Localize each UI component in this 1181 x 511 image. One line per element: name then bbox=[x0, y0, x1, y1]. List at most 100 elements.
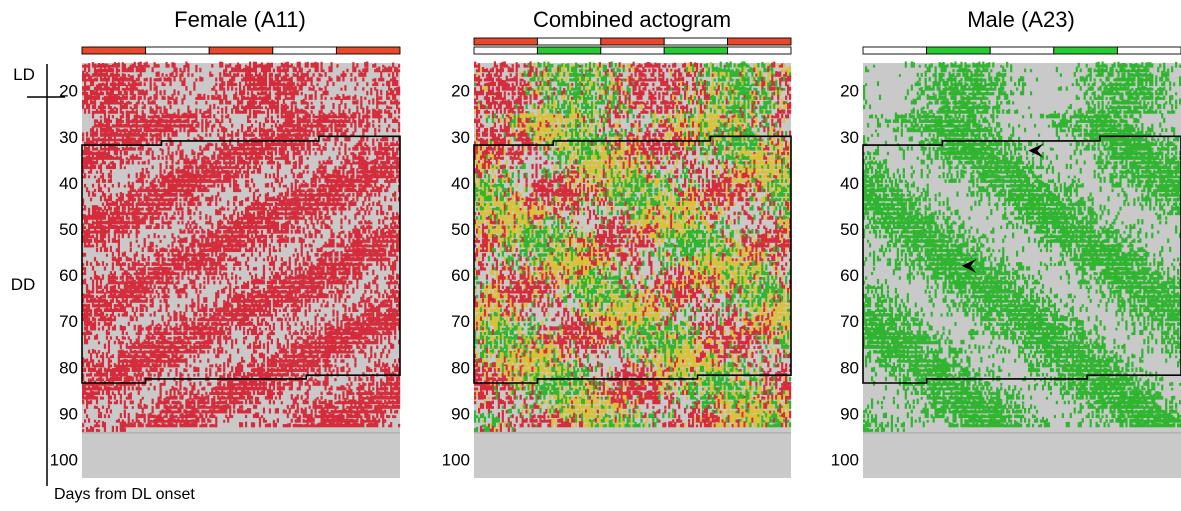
activity-bin bbox=[257, 279, 259, 285]
activity-bin bbox=[179, 265, 181, 270]
activity-bin bbox=[110, 211, 112, 215]
activity-bin bbox=[116, 209, 118, 215]
activity-bin bbox=[134, 124, 136, 128]
activity-bin bbox=[148, 174, 150, 178]
activity-bin bbox=[235, 169, 237, 173]
activity-bin bbox=[253, 157, 255, 160]
activity-bin bbox=[293, 289, 295, 293]
activity-bin bbox=[148, 225, 150, 229]
activity-bin bbox=[267, 119, 269, 122]
activity-bin bbox=[171, 186, 173, 192]
activity-bin bbox=[334, 168, 336, 173]
activity-bin bbox=[112, 252, 114, 257]
activity-bin bbox=[195, 260, 197, 266]
activity-bin bbox=[354, 225, 356, 229]
activity-bin bbox=[100, 223, 102, 229]
activity-bin bbox=[203, 113, 205, 118]
activity-bin bbox=[303, 184, 305, 188]
activity-bin bbox=[344, 150, 346, 156]
activity-bin bbox=[356, 256, 358, 261]
activity-bin bbox=[275, 255, 277, 261]
activity-bin bbox=[237, 214, 239, 219]
activity-bin bbox=[181, 124, 183, 128]
activity-bin bbox=[138, 89, 140, 95]
activity-bin bbox=[118, 119, 120, 123]
activity-bin bbox=[368, 245, 370, 248]
activity-bin bbox=[279, 242, 281, 248]
activity-bin bbox=[394, 249, 396, 252]
activity-bin bbox=[313, 148, 315, 151]
activity-bin bbox=[104, 184, 106, 187]
activity-bin bbox=[285, 210, 287, 216]
activity-bin bbox=[247, 180, 249, 183]
activity-bin bbox=[382, 233, 384, 238]
activity-bin bbox=[362, 164, 364, 170]
activity-bin bbox=[197, 266, 199, 271]
activity-bin bbox=[287, 128, 289, 132]
activity-bin bbox=[122, 280, 124, 284]
activity-bin bbox=[392, 269, 394, 275]
activity-bin bbox=[328, 156, 330, 159]
activity-bin bbox=[183, 237, 185, 242]
activity-bin bbox=[96, 85, 98, 91]
activity-bin bbox=[203, 235, 205, 238]
activity-bin bbox=[291, 86, 293, 91]
activity-bin bbox=[193, 127, 195, 132]
activity-bin bbox=[162, 267, 164, 271]
activity-bin bbox=[140, 193, 142, 197]
activity-bin bbox=[265, 173, 267, 178]
activity-bin bbox=[322, 168, 324, 174]
activity-bin bbox=[380, 184, 382, 187]
activity-bin bbox=[394, 235, 396, 238]
activity-bin bbox=[388, 284, 390, 289]
activity-bin bbox=[390, 100, 392, 104]
activity-bin bbox=[197, 155, 199, 160]
activity-bin bbox=[332, 173, 334, 178]
activity-bin bbox=[142, 161, 144, 164]
activity-bin bbox=[311, 102, 313, 105]
activity-bin bbox=[150, 133, 152, 137]
activity-bin bbox=[227, 85, 229, 91]
activity-bin bbox=[249, 219, 251, 225]
activity-bin bbox=[273, 265, 275, 270]
activity-bin bbox=[108, 87, 110, 91]
activity-bin bbox=[195, 254, 197, 257]
activity-bin bbox=[96, 289, 98, 293]
activity-bin bbox=[181, 247, 183, 252]
activity-bin bbox=[227, 243, 229, 248]
activity-bin bbox=[106, 69, 108, 73]
activity-bin bbox=[132, 205, 134, 211]
activity-bin bbox=[255, 142, 257, 146]
activity-bin bbox=[275, 198, 277, 201]
activity-bin bbox=[108, 136, 110, 141]
activity-bin bbox=[324, 256, 326, 261]
activity-bin bbox=[229, 178, 231, 183]
activity-bin bbox=[146, 215, 148, 220]
activity-bin bbox=[215, 164, 217, 169]
activity-bin bbox=[291, 123, 293, 128]
activity-bin bbox=[348, 170, 350, 173]
activity-bin bbox=[221, 206, 223, 210]
activity-bin bbox=[338, 265, 340, 270]
activity-bin bbox=[313, 271, 315, 275]
activity-bin bbox=[301, 198, 303, 201]
activity-bin bbox=[311, 219, 313, 224]
activity-bin bbox=[396, 216, 398, 220]
activity-bin bbox=[193, 151, 195, 155]
activity-bin bbox=[342, 265, 344, 271]
activity-bin bbox=[154, 285, 156, 289]
activity-bin bbox=[221, 143, 223, 146]
activity-bin bbox=[187, 253, 189, 257]
activity-bin bbox=[189, 267, 191, 270]
activity-bin bbox=[92, 205, 94, 210]
activity-bin bbox=[243, 282, 245, 285]
activity-bin bbox=[301, 193, 303, 197]
activity-bin bbox=[106, 199, 108, 202]
activity-bin bbox=[297, 205, 299, 210]
activity-bin bbox=[315, 201, 317, 206]
activity-bin bbox=[167, 100, 169, 104]
activity-bin bbox=[366, 244, 368, 247]
activity-bin bbox=[110, 286, 112, 289]
activity-bin bbox=[378, 174, 380, 178]
activity-bin bbox=[221, 242, 223, 248]
